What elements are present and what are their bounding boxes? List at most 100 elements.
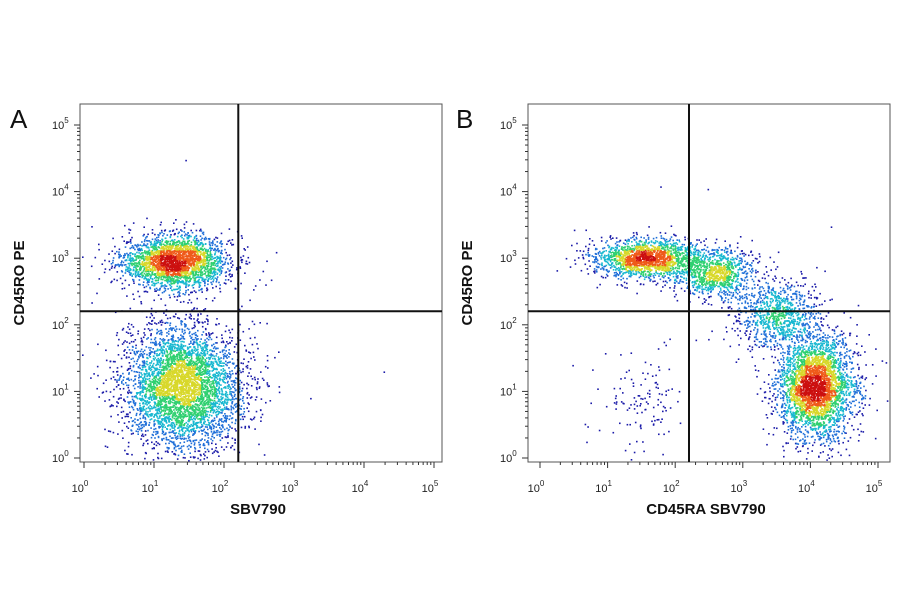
event-dot: [208, 256, 211, 259]
event-dot: [129, 365, 132, 367]
event-dot: [201, 433, 203, 435]
event-dot: [137, 249, 140, 252]
event-dot: [149, 382, 152, 384]
event-dot: [249, 418, 252, 420]
event-dot: [211, 442, 213, 445]
event-dot: [137, 330, 140, 332]
event-dot: [124, 246, 127, 248]
event-dot: [150, 307, 153, 310]
event-dot: [157, 354, 160, 356]
event-dot: [129, 252, 131, 255]
event-dot: [209, 349, 211, 352]
event-dot: [197, 373, 200, 376]
event-dot: [150, 414, 152, 417]
event-dot: [142, 385, 145, 388]
event-dot: [249, 368, 252, 370]
event-dot: [206, 287, 208, 289]
event-dot: [183, 415, 185, 418]
event-dot: [139, 269, 142, 272]
event-dot: [190, 359, 193, 361]
event-dot: [153, 388, 156, 391]
event-dot: [208, 269, 210, 272]
event-dot: [169, 440, 171, 442]
event-dot: [158, 382, 160, 384]
event-dot: [180, 354, 183, 357]
event-dot: [230, 407, 233, 409]
event-dot: [210, 338, 213, 341]
event-dot: [201, 274, 203, 277]
event-dot: [186, 440, 189, 442]
event-dot: [196, 422, 199, 424]
event-dot: [142, 398, 145, 401]
event-dot: [127, 367, 130, 370]
event-dot: [205, 349, 207, 352]
event-dot: [201, 409, 204, 412]
event-dot: [145, 257, 147, 259]
event-dot: [112, 360, 115, 363]
event-dot: [266, 383, 269, 386]
event-dot: [124, 254, 126, 257]
event-dot: [236, 410, 238, 412]
event-dot: [165, 355, 167, 357]
event-dot: [148, 322, 150, 324]
event-dot: [230, 262, 232, 264]
event-dot: [210, 421, 213, 423]
event-dot: [182, 433, 184, 435]
event-dot: [135, 267, 137, 269]
event-dot: [141, 390, 144, 392]
event-dot: [216, 255, 218, 258]
event-dot: [200, 357, 202, 359]
event-dot: [127, 427, 130, 429]
event-dot: [146, 275, 149, 277]
event-dot: [246, 382, 248, 385]
event-dot: [157, 246, 160, 248]
event-dot: [188, 350, 190, 353]
event-dot: [180, 322, 182, 324]
event-dot: [228, 239, 231, 242]
event-dot: [217, 381, 220, 384]
event-dot: [198, 372, 201, 374]
event-dot: [121, 417, 123, 419]
event-dot: [183, 438, 185, 440]
event-dot: [188, 353, 190, 355]
event-dot: [182, 244, 185, 247]
event-dot: [203, 270, 206, 272]
event-dot: [144, 252, 147, 254]
event-dot: [216, 258, 218, 261]
event-dot: [147, 383, 149, 386]
event-dot: [177, 243, 180, 246]
event-dot: [120, 255, 122, 257]
event-dot: [204, 370, 207, 372]
event-dot: [128, 373, 130, 375]
event-dot: [160, 229, 163, 232]
event-dot: [190, 370, 192, 373]
event-dot: [146, 323, 148, 326]
event-dot: [165, 359, 167, 362]
event-dot: [223, 419, 226, 422]
event-dot: [260, 371, 262, 373]
event-dot: [151, 378, 154, 381]
event-dot: [195, 389, 197, 391]
event-dot: [162, 338, 165, 340]
event-dot: [188, 332, 191, 335]
event-dot: [190, 393, 192, 395]
event-dot: [176, 363, 178, 365]
event-dot: [201, 365, 203, 368]
event-dot: [238, 399, 241, 401]
event-dot: [209, 391, 212, 393]
event-dot: [143, 361, 146, 363]
event-dot: [212, 263, 214, 266]
event-dot: [207, 377, 209, 379]
event-dot: [208, 243, 211, 245]
event-dot: [218, 266, 221, 269]
event-dot: [208, 383, 211, 386]
event-dot: [209, 258, 211, 261]
event-dot: [172, 357, 175, 359]
event-dot: [167, 280, 170, 282]
event-dot: [198, 368, 201, 370]
event-dot: [112, 405, 114, 407]
event-dot: [107, 430, 110, 432]
event-dot: [137, 244, 140, 247]
event-dot: [142, 378, 144, 380]
event-dot: [176, 445, 179, 447]
